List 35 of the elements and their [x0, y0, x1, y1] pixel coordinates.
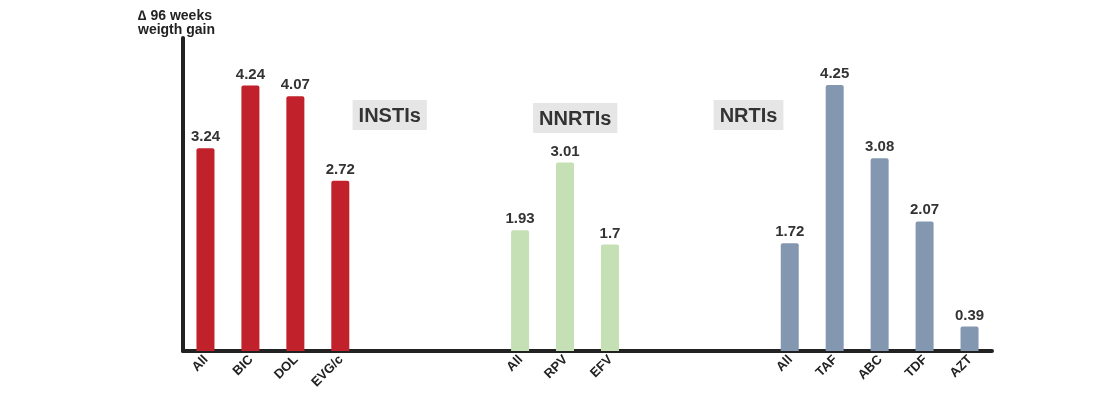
x-tick-label: All [503, 351, 526, 375]
annotation: NRTIs [719, 104, 778, 126]
bar [825, 84, 844, 351]
annotation: INSTIs [358, 104, 421, 126]
data-label: 1.93 [505, 209, 535, 227]
data-label: 1.7 [599, 223, 621, 241]
bar [241, 85, 260, 351]
data-label: 4.07 [280, 75, 310, 93]
x-tick-label: BIC [229, 351, 257, 379]
data-label: 3.24 [190, 127, 221, 145]
data-label: 3.01 [550, 141, 580, 159]
bar [556, 162, 575, 351]
data-label: 4.24 [235, 64, 266, 82]
bar [780, 243, 799, 351]
x-tick-label: TAF [812, 351, 841, 380]
bar [915, 221, 934, 351]
data-label: 3.08 [865, 137, 895, 155]
x-tick-label: All [772, 351, 796, 375]
bar [511, 230, 530, 351]
bar [960, 326, 979, 351]
bar [286, 96, 305, 351]
x-tick-label: TDF [901, 351, 930, 381]
annotation: NNRTIs [539, 107, 612, 129]
data-label: 2.07 [909, 200, 940, 218]
x-tick-label: DOL [270, 351, 301, 382]
data-label: 4.25 [820, 63, 850, 81]
bar [196, 148, 215, 351]
data-label: 1.72 [775, 222, 805, 240]
bar [870, 158, 889, 351]
data-label: 2.72 [325, 159, 355, 177]
bar [331, 180, 350, 351]
y-axis-title: ∆ 96 weeks weigth gain [137, 7, 215, 37]
x-tick-label: All [188, 351, 211, 375]
data-label: 0.39 [954, 305, 985, 323]
bar [600, 244, 619, 351]
